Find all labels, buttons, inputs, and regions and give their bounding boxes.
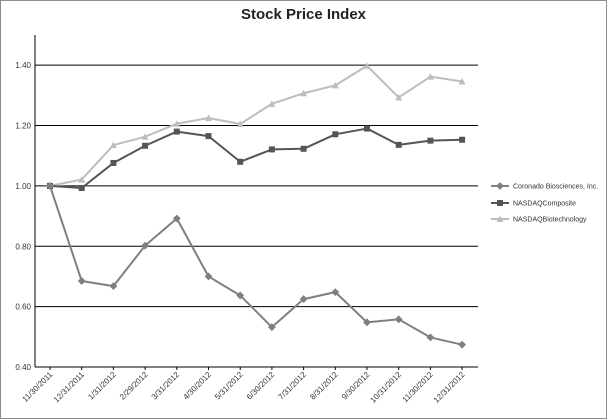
y-tick-label: 1.00	[15, 182, 31, 191]
x-tick-label: 9/30/2012	[340, 370, 372, 402]
y-tick-label: 1.40	[15, 61, 31, 70]
legend-label: Coronado Biosciences, Inc.	[513, 184, 598, 191]
x-tick-label: 8/31/2012	[308, 370, 340, 402]
x-tick-label: 5/31/2012	[213, 370, 245, 402]
x-tick-label: 7/31/2012	[276, 370, 308, 402]
legend-marker	[497, 200, 503, 206]
data-point	[394, 315, 403, 324]
data-point	[363, 62, 371, 69]
data-point	[78, 176, 86, 183]
data-point	[204, 272, 213, 281]
data-point	[331, 288, 340, 297]
data-point	[46, 182, 54, 190]
data-point	[173, 128, 180, 135]
data-point	[299, 295, 308, 303]
data-point	[109, 141, 117, 149]
data-point	[426, 333, 435, 342]
x-tick-label: 1/31/2012	[86, 370, 118, 402]
data-point	[427, 137, 434, 144]
x-tick-label: 10/31/2012	[368, 370, 403, 405]
data-point	[141, 241, 150, 250]
series-line	[49, 64, 463, 187]
x-tick-label: 12/31/2011	[52, 370, 87, 405]
data-point	[331, 81, 339, 89]
data-point	[458, 340, 467, 349]
y-tick-label: 0.80	[15, 242, 31, 251]
x-tick-label: 12/31/2012	[432, 370, 467, 405]
legend-marker	[496, 215, 504, 222]
data-point	[172, 214, 181, 223]
data-point	[141, 133, 149, 140]
chart-title: Stock Price Index	[240, 6, 367, 23]
x-tick-label: 11/30/2011	[21, 370, 55, 404]
data-point	[395, 93, 403, 101]
legend-label: NASDAQBiotechnology	[513, 217, 587, 224]
y-tick-label: 0.40	[15, 363, 31, 372]
x-tick-label: 4/30/2012	[181, 370, 213, 402]
data-point	[77, 277, 86, 285]
data-point	[78, 185, 85, 192]
x-tick-label: 3/31/2012	[150, 370, 182, 402]
data-point	[300, 145, 307, 152]
x-tick-label: 2/29/2012	[118, 370, 150, 402]
data-point	[300, 89, 308, 97]
y-tick-label: 1.20	[15, 122, 31, 131]
data-point	[268, 146, 275, 153]
data-point	[458, 77, 466, 85]
y-tick-label: 0.60	[15, 303, 31, 312]
data-point	[363, 318, 371, 327]
data-point	[205, 133, 212, 140]
data-point	[173, 120, 181, 127]
data-point	[110, 159, 117, 166]
data-point	[364, 125, 370, 132]
data-point	[268, 100, 276, 107]
x-tick-label: 11/30/2012	[401, 370, 436, 405]
data-point	[236, 291, 245, 300]
data-point	[237, 158, 244, 165]
data-point	[459, 136, 466, 143]
series-line	[49, 127, 463, 190]
legend-marker	[496, 182, 504, 190]
data-point	[236, 120, 244, 128]
series-line	[49, 185, 463, 346]
legend-label: NASDAQComposite	[513, 201, 576, 208]
data-point	[395, 141, 402, 148]
data-point	[332, 131, 339, 138]
data-point	[142, 142, 149, 149]
x-tick-label: 6/30/2012	[245, 370, 277, 402]
data-point	[426, 73, 434, 80]
data-point	[267, 323, 276, 332]
data-point	[205, 114, 212, 121]
data-point	[109, 282, 118, 291]
